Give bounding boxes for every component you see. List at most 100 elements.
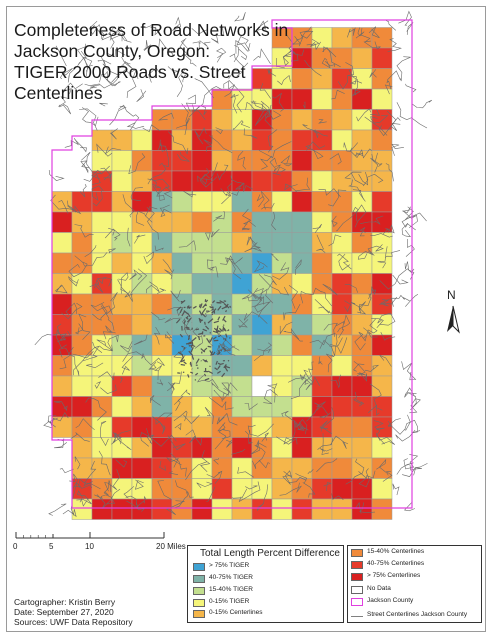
road-line xyxy=(263,274,277,290)
grid-cell xyxy=(151,191,173,213)
road-line xyxy=(384,84,393,95)
road-line xyxy=(319,420,328,432)
grid-cell xyxy=(271,252,293,274)
grid-cell xyxy=(331,27,353,49)
road-line xyxy=(253,287,271,313)
grid-cell xyxy=(151,375,173,397)
road-line xyxy=(313,129,319,138)
road-line xyxy=(145,281,160,294)
road-line xyxy=(136,495,147,508)
road-line xyxy=(210,228,220,238)
road-line xyxy=(220,255,243,265)
road-line xyxy=(253,342,272,362)
road-line xyxy=(173,480,189,509)
road-line xyxy=(154,245,164,252)
road-line xyxy=(344,300,352,313)
road-line xyxy=(234,12,246,22)
grid-cell xyxy=(291,252,313,274)
road-line xyxy=(74,313,87,335)
grid-cells xyxy=(51,27,393,520)
road-line xyxy=(133,334,148,346)
road-line xyxy=(238,48,248,60)
road-line xyxy=(206,470,223,484)
road-line xyxy=(238,481,261,503)
grid-cell xyxy=(371,457,393,479)
road-line xyxy=(89,20,115,36)
grid-cell xyxy=(291,498,313,520)
legend-swatch xyxy=(193,575,205,583)
road-line xyxy=(150,395,161,406)
road-line xyxy=(167,131,189,155)
road-line xyxy=(109,26,123,40)
road-line xyxy=(276,436,298,445)
road-line xyxy=(74,138,87,153)
urban-road-line xyxy=(229,305,232,308)
road-line xyxy=(329,153,342,165)
urban-road-line xyxy=(183,346,186,350)
road-line xyxy=(108,227,115,236)
urban-road-line xyxy=(220,349,223,352)
road-line xyxy=(369,383,382,416)
road-line xyxy=(396,56,411,82)
road-line xyxy=(385,20,397,31)
road-line xyxy=(253,48,271,64)
urban-road-line xyxy=(187,305,190,308)
urban-road-line xyxy=(190,371,194,374)
road-line xyxy=(347,27,356,38)
road-line xyxy=(258,141,292,159)
road-line xyxy=(97,56,112,66)
urban-road-line xyxy=(188,344,191,347)
scale-tick-0: 0 xyxy=(13,542,18,551)
grid-cell xyxy=(71,232,93,254)
road-line xyxy=(345,458,365,485)
legend-label: 0-15% TIGER xyxy=(209,598,250,605)
road-line xyxy=(100,167,111,183)
road-line xyxy=(403,454,419,470)
road-line xyxy=(402,464,422,477)
north-arrow-icon xyxy=(447,305,460,334)
road-line xyxy=(288,476,307,483)
road-line xyxy=(318,119,327,124)
grid-cell xyxy=(311,88,333,110)
grid-cell xyxy=(331,68,353,90)
road-line xyxy=(352,89,361,97)
urban-road-line xyxy=(202,358,208,363)
road-line xyxy=(363,327,378,338)
road-line xyxy=(122,351,146,362)
road-line xyxy=(83,345,103,362)
road-line xyxy=(305,145,324,159)
road-line xyxy=(176,68,186,97)
road-line xyxy=(67,65,78,83)
road-line xyxy=(225,439,233,448)
grid-cell xyxy=(91,129,113,151)
urban-road-line xyxy=(198,332,204,335)
scale-tick-5: 5 xyxy=(49,542,54,551)
road-line xyxy=(111,68,139,83)
road-line xyxy=(56,329,67,349)
grid-cell xyxy=(251,457,273,479)
road-line xyxy=(357,301,367,315)
road-line xyxy=(256,194,265,208)
title-line-1: Completeness of Road Networks in xyxy=(14,20,289,40)
road-line xyxy=(244,430,253,444)
grid-cell xyxy=(151,232,173,254)
grid-cell xyxy=(371,375,393,397)
road-line xyxy=(68,276,79,287)
road-line xyxy=(328,189,347,207)
road-line xyxy=(306,41,321,51)
urban-road-line xyxy=(225,310,228,313)
grid-cell xyxy=(331,396,353,418)
road-line xyxy=(318,306,334,314)
legend-swatch xyxy=(193,610,205,618)
road-line xyxy=(253,260,268,273)
road-line xyxy=(84,245,97,258)
road-line xyxy=(363,318,378,339)
grid-cell xyxy=(251,170,273,192)
road-line xyxy=(43,415,58,429)
road-line xyxy=(370,233,393,238)
grid-cell xyxy=(271,68,293,90)
map-title: Completeness of Road Networks in Jackson… xyxy=(14,20,289,104)
road-line xyxy=(319,412,331,419)
legend-title: Total Length Percent Difference xyxy=(200,548,340,559)
road-line xyxy=(152,162,167,178)
